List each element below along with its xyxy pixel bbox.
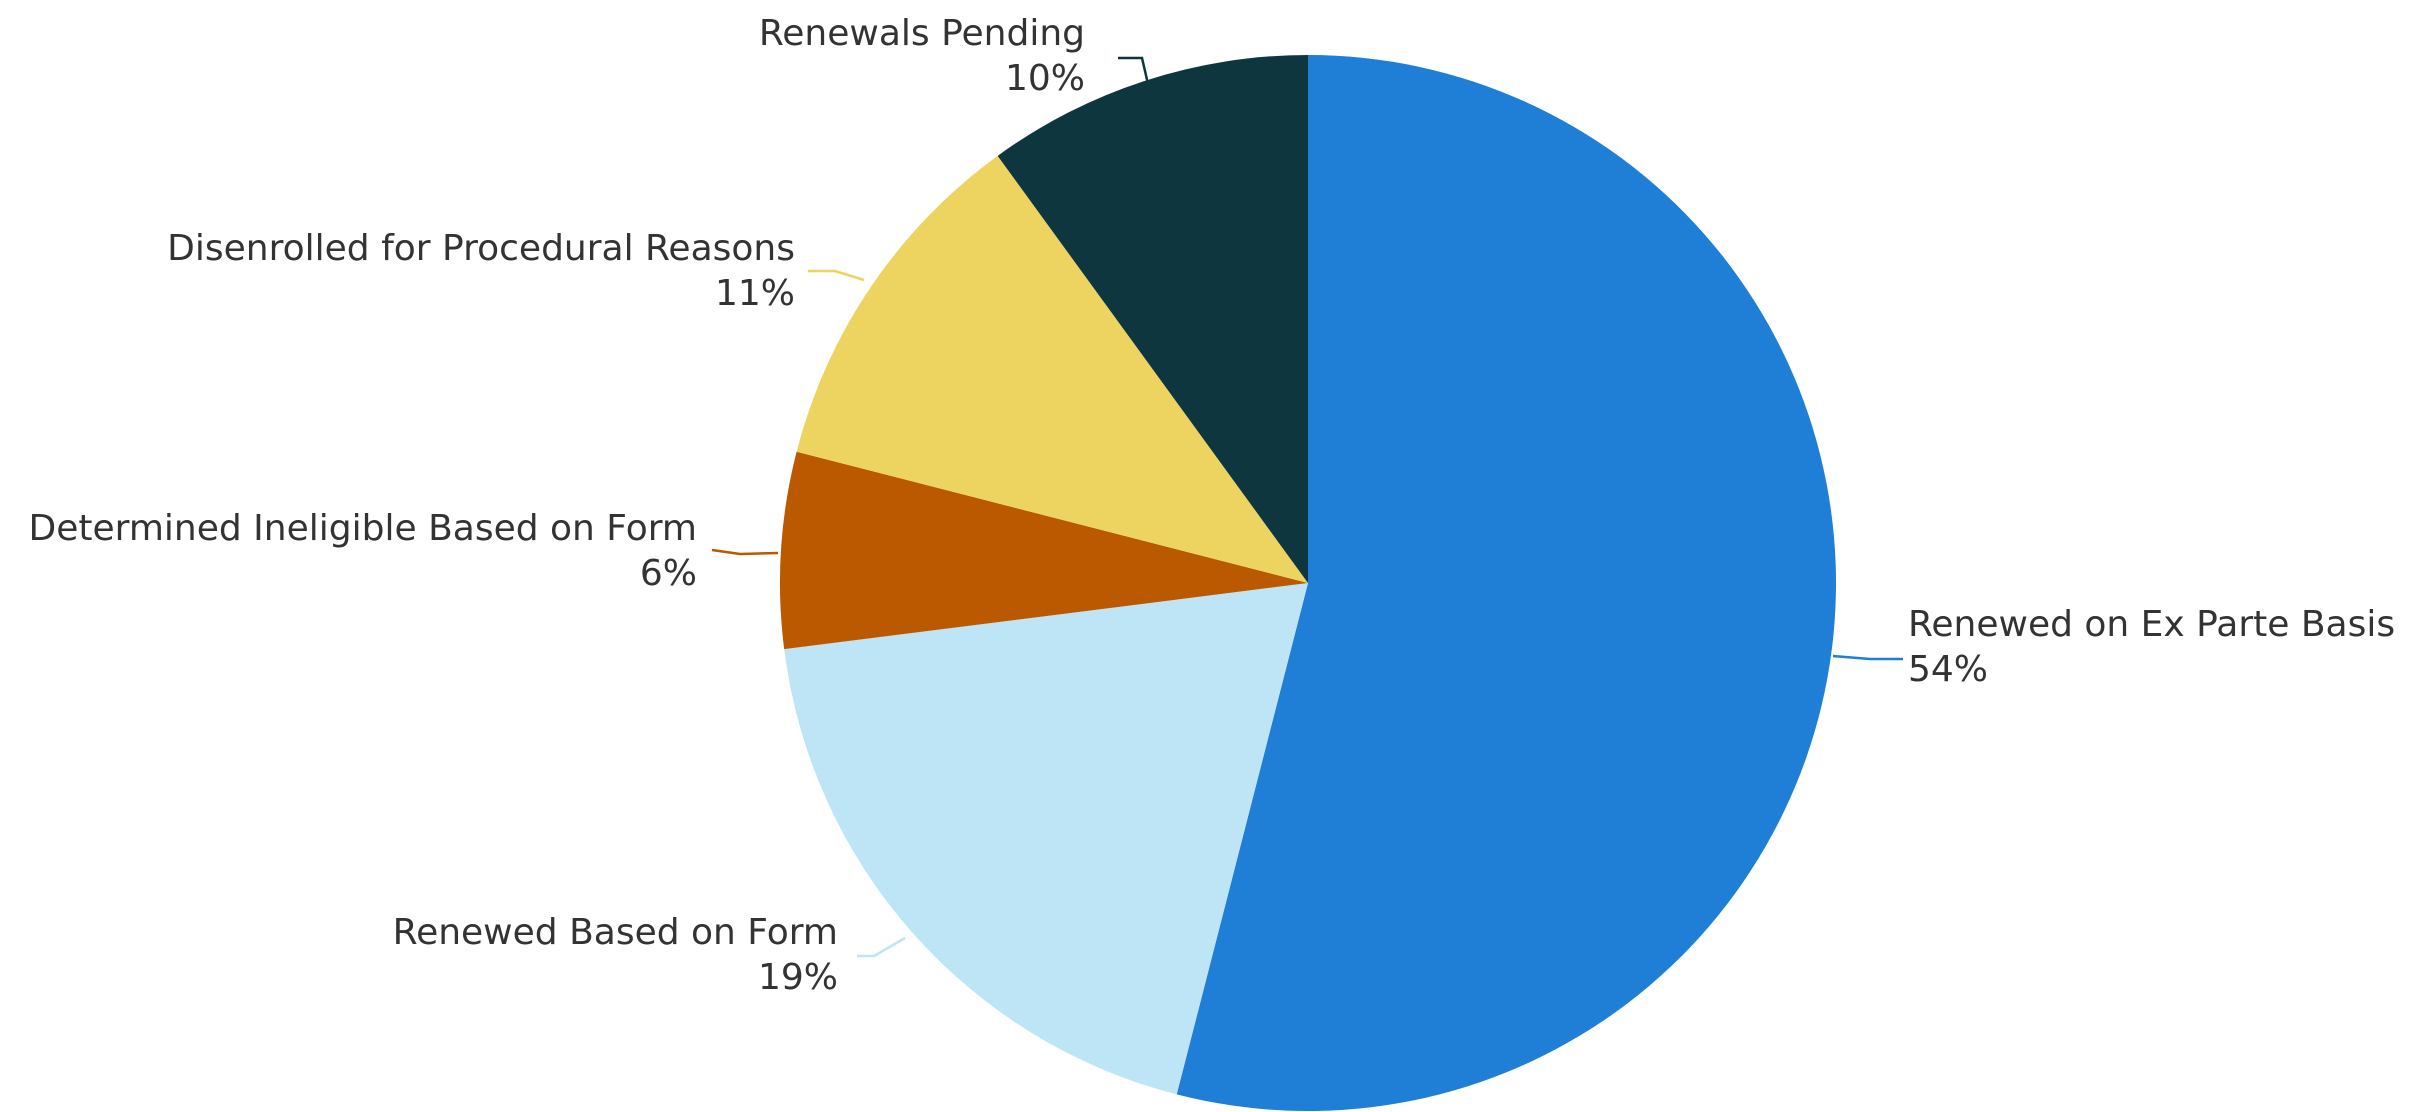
leader-line-disenrolled-for-procedural-reasons [808, 269, 865, 282]
slice-percent-determined-ineligible-based-on-form: 6% [640, 553, 697, 594]
leader-line-determined-ineligible-based-on-form [711, 548, 779, 556]
slice-name-renewed-on-ex-parte-basis: Renewed on Ex Parte Basis [1908, 604, 2395, 645]
leader-line-renewals-pending [1118, 56, 1150, 85]
slice-name-renewed-based-on-form: Renewed Based on Form [393, 912, 838, 953]
pie-slice-disenrolled-for-procedural-reasons [796, 155, 1308, 583]
slice-percent-disenrolled-for-procedural-reasons: 11% [715, 273, 795, 314]
leader-lines [711, 56, 1903, 958]
slice-name-disenrolled-for-procedural-reasons: Disenrolled for Procedural Reasons [167, 228, 795, 269]
slice-percent-renewed-on-ex-parte-basis: 54% [1908, 649, 1988, 690]
slice-name-renewals-pending: Renewals Pending [759, 13, 1085, 54]
leader-line-renewed-based-on-form [857, 936, 906, 958]
leader-line-renewed-on-ex-parte-basis [1832, 654, 1903, 661]
pie-slice-renewals-pending [997, 55, 1308, 583]
slice-percent-renewals-pending: 10% [1005, 58, 1085, 99]
pie-slice-renewed-based-on-form [784, 583, 1308, 1095]
slice-percent-renewed-based-on-form: 19% [758, 957, 838, 998]
pie-slice-renewed-on-ex-parte-basis [1176, 55, 1836, 1111]
slice-name-determined-ineligible-based-on-form: Determined Ineligible Based on Form [29, 508, 697, 549]
pie-slice-determined-ineligible-based-on-form [780, 451, 1308, 650]
pie-slices [780, 55, 1836, 1111]
